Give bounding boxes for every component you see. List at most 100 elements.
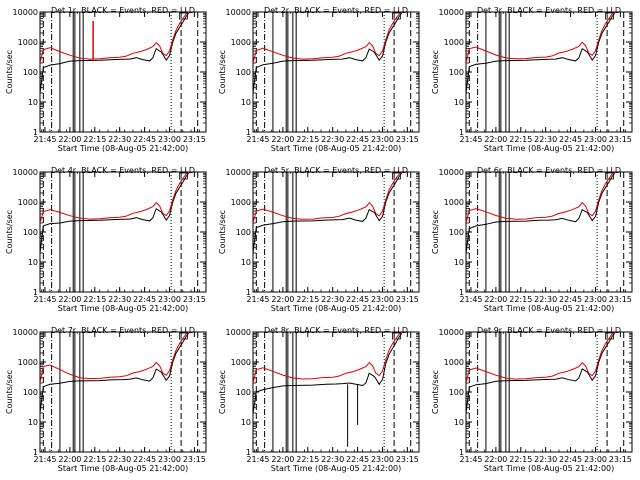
series-group (253, 172, 403, 254)
marker-box (392, 12, 401, 20)
panel-title: Det 2r, BLACK = Events, RED = LLD (264, 6, 408, 15)
x-tick-label: 23:15 (609, 455, 632, 464)
x-tick-label: 23:15 (183, 295, 206, 304)
x-tick-label: 23:15 (396, 295, 419, 304)
x-tick-label: 22:00 (58, 135, 81, 144)
y-tick-label: 10 (28, 418, 38, 427)
x-tick-label: 23:15 (609, 135, 632, 144)
marker-box (605, 12, 614, 20)
events-series-line (466, 172, 616, 254)
x-tick-label: 23:00 (371, 135, 394, 144)
x-tick-label: 22:45 (133, 295, 156, 304)
lld-series-line (253, 12, 403, 64)
panel-title: Det 8r, BLACK = Events, RED = LLD (264, 326, 408, 335)
events-series-line (40, 12, 190, 94)
panel-title: Det 7r, BLACK = Events, RED = LLD (51, 326, 195, 335)
y-tick-label: 1000 (18, 358, 38, 367)
y-tick-label: 1 (246, 288, 251, 297)
x-tick-label: 21:45 (33, 295, 56, 304)
y-tick-label: 10 (241, 98, 251, 107)
x-tick-label: 22:15 (296, 135, 319, 144)
series-group (466, 172, 616, 254)
x-tick-label: 22:45 (559, 295, 582, 304)
panel-8: 1 10 100 1000 10000 21:45 22:00 22:15 22:30 22:45… (218, 326, 420, 473)
x-tick-label: 22:00 (484, 135, 507, 144)
lld-series-line (40, 12, 190, 64)
x-tick-label: 22:15 (509, 135, 532, 144)
y-tick-label: 100 (23, 68, 38, 77)
lld-series-line (40, 172, 190, 224)
x-tick-label: 22:45 (133, 135, 156, 144)
y-tick-label: 10 (241, 418, 251, 427)
x-tick-label: 22:45 (559, 455, 582, 464)
x-tick-label: 22:45 (346, 455, 369, 464)
x-axis-label: Start Time (08-Aug-05 21:42:00) (58, 304, 189, 313)
y-tick-label: 10000 (226, 8, 251, 17)
x-tick-label: 22:30 (534, 295, 557, 304)
y-tick-label: 10000 (226, 328, 251, 337)
x-tick-label: 21:45 (33, 135, 56, 144)
y-tick-label: 1 (246, 128, 251, 137)
y-tick-label: 100 (449, 68, 464, 77)
y-tick-label: 100 (449, 388, 464, 397)
y-tick-label: 10000 (13, 328, 38, 337)
x-axis-label: Start Time (08-Aug-05 21:42:00) (58, 464, 189, 473)
y-axis-label: Counts/sec (5, 370, 14, 414)
x-axis-label: Start Time (08-Aug-05 21:42:00) (271, 144, 402, 153)
marker-box (392, 332, 401, 340)
x-tick-label: 22:15 (83, 135, 106, 144)
panel-5: 1 10 100 1000 10000 21:45 22:00 22:15 22:30 22:45… (218, 166, 420, 313)
y-axis-label: Counts/sec (431, 50, 440, 94)
panel-title: Det 6r, BLACK = Events, RED = LLD (477, 166, 621, 175)
y-axis-label: Counts/sec (5, 50, 14, 94)
x-axis-label: Start Time (08-Aug-05 21:42:00) (271, 304, 402, 313)
y-axis-label: Counts/sec (218, 210, 227, 254)
x-tick-label: 21:45 (33, 455, 56, 464)
lld-series-line (466, 332, 616, 384)
x-tick-label: 22:00 (271, 135, 294, 144)
y-tick-label: 1 (33, 128, 38, 137)
x-tick-label: 22:45 (133, 455, 156, 464)
y-tick-label: 10000 (13, 168, 38, 177)
panel-6: 1 10 100 1000 10000 21:45 22:00 22:15 22:30 22:45… (431, 166, 633, 313)
panel-title: Det 1r, BLACK = Events, RED = LLD (51, 6, 195, 15)
y-tick-label: 10 (241, 258, 251, 267)
x-tick-label: 21:45 (246, 295, 269, 304)
lld-series-line (253, 332, 403, 384)
y-axis-label: Counts/sec (431, 370, 440, 414)
y-tick-label: 10 (28, 98, 38, 107)
panel-1: 1 10 100 1000 10000 21:45 22:00 22:15 22:30 22:45… (5, 6, 207, 153)
lld-series-line (466, 12, 616, 64)
panel-title: Det 5r, BLACK = Events, RED = LLD (264, 166, 408, 175)
lld-series-line (40, 332, 190, 384)
y-tick-label: 1000 (231, 38, 251, 47)
marker-box (605, 172, 614, 180)
x-tick-label: 22:15 (509, 455, 532, 464)
x-tick-label: 22:30 (321, 455, 344, 464)
y-tick-label: 1 (246, 448, 251, 457)
y-axis-label: Counts/sec (218, 50, 227, 94)
y-tick-label: 100 (236, 388, 251, 397)
x-axis-label: Start Time (08-Aug-05 21:42:00) (58, 144, 189, 153)
y-axis-label: Counts/sec (5, 210, 14, 254)
y-tick-label: 100 (449, 228, 464, 237)
x-tick-label: 22:30 (321, 135, 344, 144)
x-tick-label: 23:00 (158, 135, 181, 144)
x-tick-label: 22:30 (534, 135, 557, 144)
x-axis-label: Start Time (08-Aug-05 21:42:00) (484, 464, 615, 473)
y-tick-label: 1000 (444, 358, 464, 367)
x-tick-label: 22:00 (484, 455, 507, 464)
panel-title: Det 9r, BLACK = Events, RED = LLD (477, 326, 621, 335)
y-tick-label: 100 (23, 388, 38, 397)
events-series-line (466, 12, 616, 94)
events-series-line (40, 172, 190, 254)
x-tick-label: 23:00 (584, 295, 607, 304)
events-series-line (253, 12, 403, 94)
marker-box (605, 332, 614, 340)
x-tick-label: 23:00 (158, 295, 181, 304)
x-tick-label: 23:00 (371, 295, 394, 304)
marker-box (179, 172, 188, 180)
x-tick-label: 21:45 (459, 295, 482, 304)
y-axis-label: Counts/sec (431, 210, 440, 254)
